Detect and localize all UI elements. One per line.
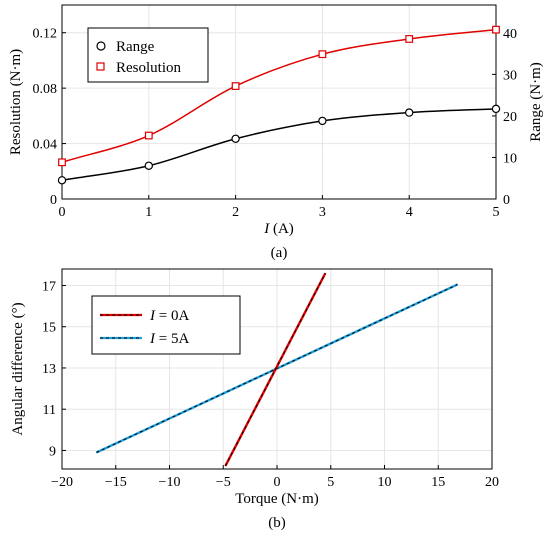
- y-left-tick-label: 0.04: [33, 138, 58, 153]
- y-right-tick-label: 40: [503, 27, 517, 42]
- data-point-resolution: [492, 25, 500, 34]
- y-left-tick-label: 0.12: [33, 27, 58, 42]
- x-tick-label: 2: [232, 205, 239, 220]
- x-tick-label: 5: [327, 475, 334, 490]
- y-right-tick-label: 30: [503, 68, 517, 83]
- x-tick-label: 20: [485, 475, 499, 490]
- legend-label-resolution: Resolution: [116, 60, 182, 76]
- panel-label-a: (a): [271, 245, 288, 261]
- series-dash-i0: [224, 272, 326, 467]
- series-a: [57, 25, 501, 185]
- x-axis-label-b: Torque (N·m): [235, 491, 319, 507]
- y-right-tick-label: 20: [503, 110, 517, 125]
- legend-marker-resolution: [96, 62, 105, 71]
- y-axis-label-right-a: Range (N·m): [528, 62, 544, 142]
- y-tick-label: 17: [42, 279, 56, 294]
- data-point-range: [231, 134, 240, 143]
- y-left-tick-label: 0: [50, 193, 57, 208]
- x-tick-label: 3: [319, 205, 326, 220]
- y-tick-label: 9: [49, 444, 56, 459]
- y-tick-label: 15: [42, 321, 56, 336]
- y-right-tick-label: 0: [503, 193, 510, 208]
- data-point-range: [491, 104, 501, 114]
- x-tick-label: −20: [51, 475, 73, 490]
- y-right-tick-label: 10: [503, 151, 517, 166]
- legend-box-a: [87, 27, 209, 83]
- legend-a: Range Resolution: [87, 27, 209, 83]
- data-point-range: [318, 116, 327, 126]
- x-tick-label: 0: [59, 205, 66, 220]
- ticks-b: −20 −15 −10 −5 0 5 10 15 20 9 11 13 15 17: [42, 279, 499, 490]
- legend-marker-range: [96, 41, 106, 51]
- data-point-range: [57, 176, 67, 185]
- series-line-resolution: [61, 28, 497, 163]
- x-tick-label: 15: [431, 475, 445, 490]
- legend-b: I = 0A I = 5A: [91, 295, 241, 355]
- y-tick-label: 11: [43, 403, 56, 418]
- data-point-resolution: [58, 158, 66, 167]
- data-point-resolution: [405, 35, 414, 43]
- panel-label-b: (b): [268, 515, 286, 531]
- data-point-range: [405, 108, 414, 117]
- chart-b: −20 −15 −10 −5 0 5 10 15 20 9 11 13 15 17 Torque (N·m…: [10, 268, 499, 531]
- legend-label-i0: I = 0A: [149, 308, 189, 324]
- series-line-range: [61, 108, 497, 182]
- series-b: [95, 272, 459, 467]
- legend-box-b: [91, 295, 241, 355]
- y-axis-label-left-a: Resolution (N·m): [8, 49, 24, 155]
- y-axis-label-b: Angular difference (°): [10, 302, 26, 435]
- x-tick-label: 5: [493, 205, 500, 220]
- x-tick-label: −5: [216, 475, 231, 490]
- data-point-resolution: [144, 131, 153, 140]
- x-tick-label: 4: [406, 205, 413, 220]
- x-axis-label-a: I (A): [263, 221, 294, 237]
- y-tick-label: 13: [42, 362, 56, 377]
- x-tick-label: −15: [105, 475, 127, 490]
- data-point-resolution: [318, 50, 327, 59]
- x-tick-label: 10: [378, 475, 392, 490]
- x-tick-label: 1: [145, 205, 152, 220]
- legend-label-range: Range: [116, 39, 155, 55]
- data-point-range: [144, 161, 153, 170]
- y-left-tick-label: 0.08: [33, 82, 58, 97]
- plot-frame-a: [61, 4, 497, 200]
- legend-label-i5: I = 5A: [149, 331, 189, 347]
- x-tick-label: −10: [159, 475, 181, 490]
- data-point-resolution: [231, 82, 240, 90]
- x-tick-label: 0: [274, 475, 281, 490]
